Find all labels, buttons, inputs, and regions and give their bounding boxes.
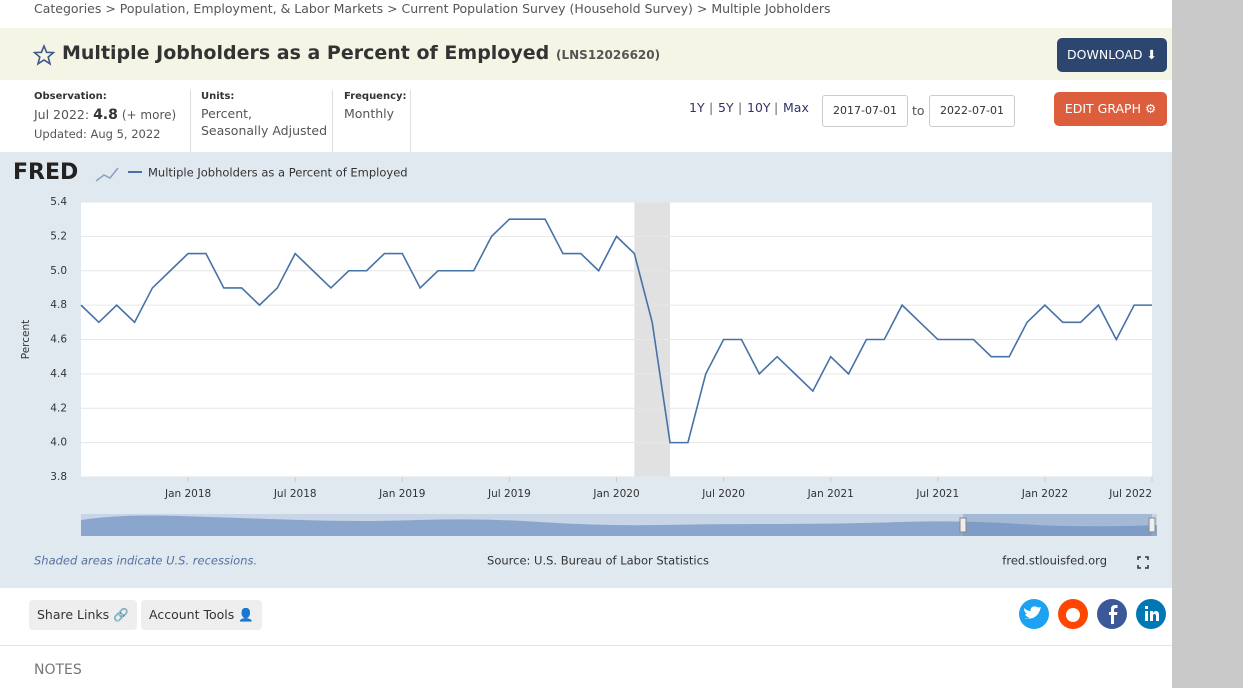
range-max[interactable]: Max (783, 100, 809, 115)
end-date-input[interactable]: 2022-07-01 (929, 95, 1015, 127)
y-tick-label: 4.0 (50, 437, 67, 449)
x-tick-label: Jul 2021 (915, 488, 959, 500)
title-band (0, 28, 1172, 80)
updated: Updated: Aug 5, 2022 (34, 127, 161, 141)
start-date-input[interactable]: 2017-07-01 (822, 95, 908, 127)
frequency-label: Frequency: (344, 91, 407, 102)
download-button[interactable]: DOWNLOAD ⬇ (1057, 38, 1167, 72)
separator (190, 90, 191, 152)
series-title: Multiple Jobholders as a Percent of Empl… (62, 42, 550, 64)
separator (332, 90, 333, 152)
share-label: Share Links (37, 607, 110, 622)
account-tools-button[interactable]: Account Tools 👤 (141, 600, 262, 630)
account-label: Account Tools (149, 607, 235, 622)
observation-date: Jul 2022: (34, 107, 90, 122)
x-tick-label: Jul 2022 (1108, 488, 1152, 500)
observation-label: Observation: (34, 91, 107, 102)
separator (410, 90, 411, 152)
navigator-selection[interactable] (963, 514, 1152, 536)
range-sep: | (709, 100, 714, 115)
range-5y[interactable]: 5Y (718, 100, 734, 115)
chart: FRED 3.8 4.0 4.2 4.4 4.6 4.8 5.0 5.2 5.4 Jan 2018… (0, 152, 1172, 588)
source: Source: U.S. Bureau of Labor Statistics (487, 554, 709, 568)
linkedin-glyph (1145, 606, 1159, 621)
x-tick-label: Jan 2022 (1021, 488, 1068, 500)
download-label: DOWNLOAD (1067, 47, 1143, 62)
units-2: Seasonally Adjusted (201, 123, 328, 138)
star-icon[interactable] (33, 44, 55, 66)
more-link[interactable]: (+ more) (121, 108, 177, 122)
main: Categories > Population, Employment, & L… (0, 0, 1172, 688)
y-tick-label: 4.6 (50, 334, 67, 346)
site[interactable]: fred.stlouisfed.org (1002, 554, 1107, 568)
range-sep: | (738, 100, 743, 115)
fullscreen-icon[interactable] (1137, 556, 1149, 569)
x-tick-label: Jan 2020 (592, 488, 639, 500)
range-10y[interactable]: 10Y (747, 100, 771, 115)
divider (0, 645, 1172, 646)
x-tick-label: Jul 2020 (701, 488, 745, 500)
edit-label: EDIT GRAPH (1064, 101, 1141, 116)
y-tick-label: 4.2 (50, 402, 67, 414)
legend-label: Multiple Jobholders as a Percent of Empl… (148, 166, 408, 180)
range-1y[interactable]: 1Y (689, 100, 705, 115)
x-tick-label: Jan 2021 (807, 488, 854, 500)
navigator-area (81, 515, 1157, 536)
share-links-button[interactable]: Share Links 🔗 (29, 600, 137, 630)
x-tick-label: Jul 2019 (487, 488, 531, 500)
series-line (80, 218, 1152, 444)
y-tick-label: 5.2 (50, 230, 67, 242)
y-tick-label: 5.0 (50, 265, 67, 277)
units-1: Percent, (201, 106, 253, 121)
twitter-glyph (1024, 606, 1041, 619)
x-tick-label: Jan 2018 (164, 488, 211, 500)
x-tick-label: Jan 2019 (378, 488, 425, 500)
y-tick-label: 3.8 (50, 471, 67, 483)
series-id: (LNS12026620) (556, 48, 661, 62)
notes-heading: NOTES (34, 662, 82, 678)
recession-note: Shaded areas indicate U.S. recessions. (34, 554, 257, 568)
observation-value: 4.8 (93, 107, 118, 123)
edit-graph-button[interactable]: EDIT GRAPH ⚙ (1054, 92, 1167, 126)
y-axis-label: Percent (20, 320, 32, 360)
breadcrumb[interactable]: Categories > Population, Employment, & L… (34, 1, 831, 16)
fred-logo: FRED (13, 160, 78, 185)
x-tick-label: Jul 2018 (273, 488, 317, 500)
units-label: Units: (201, 91, 235, 102)
social-icons (1019, 599, 1166, 629)
navigator-handle[interactable] (959, 517, 967, 533)
logo-icon (95, 167, 119, 182)
plot: 3.8 4.0 4.2 4.4 4.6 4.8 5.0 5.2 5.4 Jan 2018 Jul 2… (20, 196, 1153, 500)
range-sep: | (774, 100, 779, 115)
to-label: to (912, 103, 925, 118)
frequency: Monthly (344, 106, 395, 121)
y-tick-label: 4.4 (50, 368, 67, 380)
y-tick-label: 4.8 (50, 299, 67, 311)
reddit-glyph (1066, 608, 1080, 622)
navigator-handle[interactable] (1148, 517, 1156, 533)
y-tick-label: 5.4 (50, 196, 67, 208)
facebook-glyph (1109, 605, 1118, 624)
